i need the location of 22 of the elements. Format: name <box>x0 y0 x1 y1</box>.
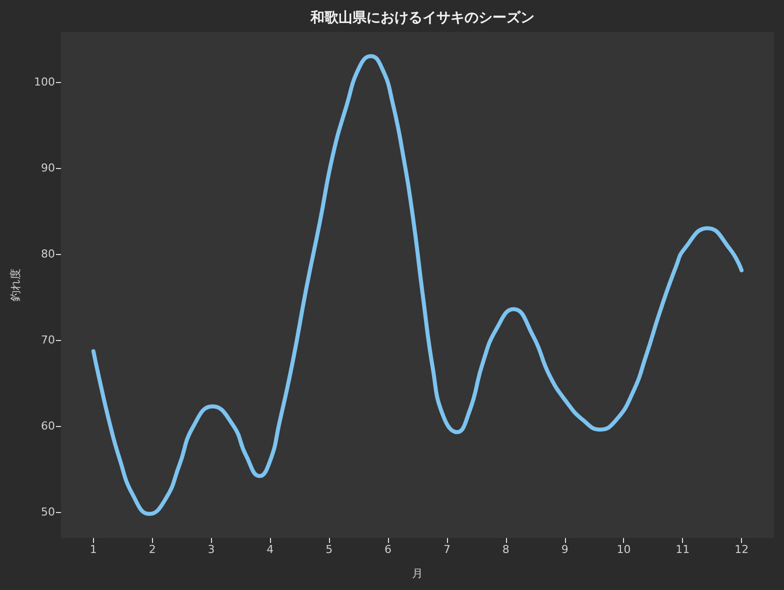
x-tick-label: 12 <box>734 543 749 556</box>
y-tick-label: 90 <box>41 161 55 174</box>
x-tick-label: 6 <box>384 543 392 556</box>
x-tick-label: 3 <box>208 543 215 556</box>
x-tick-label: 9 <box>561 543 568 556</box>
y-tick-label: 70 <box>41 334 55 347</box>
y-tick-label: 100 <box>34 75 55 88</box>
y-tick-label: 80 <box>41 248 55 261</box>
x-tick-label: 7 <box>443 543 450 556</box>
y-tick-label: 60 <box>41 420 55 433</box>
x-tick-label: 4 <box>266 543 274 556</box>
x-tick-label: 10 <box>616 543 631 556</box>
chart-title: 和歌山県におけるイサキのシーズン <box>310 10 534 26</box>
x-tick-label: 5 <box>326 543 333 556</box>
y-axis-title: 釣れ度 <box>9 268 22 302</box>
x-tick-label: 2 <box>148 543 156 556</box>
x-axis-title: 月 <box>412 567 423 580</box>
line-series <box>91 54 744 516</box>
x-tick-label: 1 <box>90 543 97 556</box>
x-tick-label: 11 <box>676 543 690 556</box>
x-tick-label: 8 <box>502 543 510 556</box>
y-tick-label: 50 <box>41 506 55 519</box>
